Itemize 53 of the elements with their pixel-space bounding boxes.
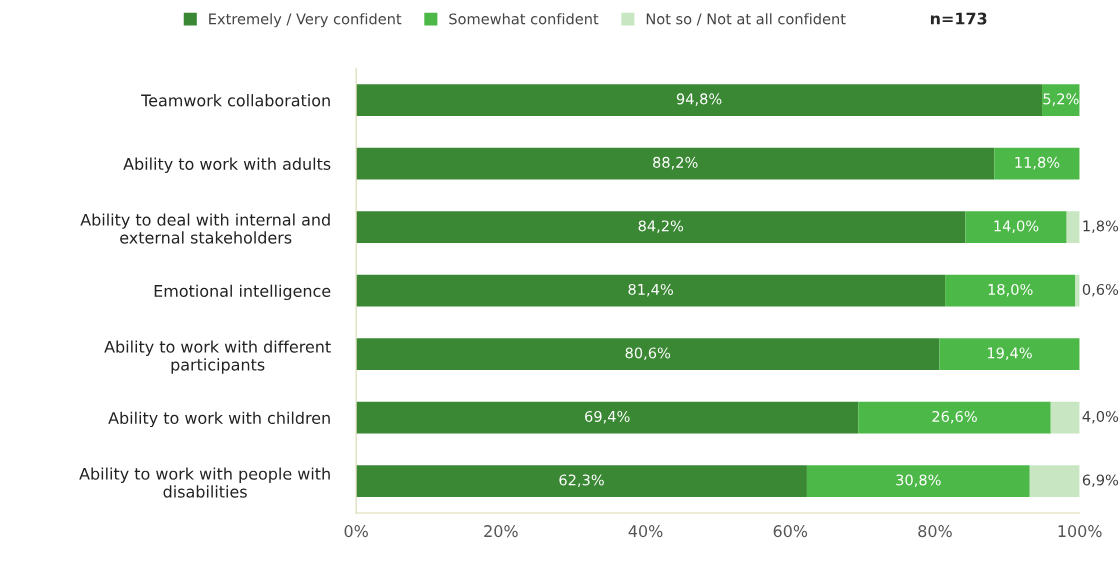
bar (1066, 211, 1080, 244)
y-tick-label: Ability to work with adults (123, 157, 331, 174)
data-label: 81,4% (628, 283, 673, 297)
bar (858, 401, 1051, 434)
bar (945, 274, 1076, 307)
y-tick-label: Ability to work with people with disabilities (79, 467, 330, 498)
bar (1050, 401, 1080, 434)
data-label: 5,2% (1043, 93, 1079, 106)
data-label: 84,2% (638, 220, 684, 233)
x-tick-label: 80% (918, 525, 952, 538)
data-label: 80,6% (625, 347, 671, 360)
y-tick-label: Ability to work with children (108, 411, 330, 428)
bar (1075, 274, 1080, 307)
data-label: 6,9% (1082, 474, 1119, 487)
bar (356, 147, 995, 180)
y-tick-label: Ability to deal with internal and external stakeholders (80, 213, 330, 244)
legend-label: Not so / Not at all confident (646, 13, 846, 26)
x-tick-label: 100% (1058, 525, 1102, 538)
data-label: 30,8% (896, 474, 941, 487)
legend-label: Somewhat confident (449, 13, 599, 25)
data-label: 19,4% (987, 347, 1032, 360)
text: n=173 (930, 12, 987, 25)
x-tick-label: 20% (484, 525, 518, 538)
legend-label: Extremely / Very confident (209, 13, 402, 28)
data-label: 26,6% (932, 410, 977, 424)
bar (356, 465, 807, 498)
bar (965, 211, 1067, 244)
data-label: 94,8% (676, 93, 722, 106)
data-label: 88,2% (653, 156, 698, 170)
data-label: 4,0% (1082, 410, 1119, 424)
y-tick-label: Ability to work with different participants (104, 340, 331, 374)
data-label: 69,4% (585, 410, 630, 424)
bar (1042, 84, 1080, 117)
bar (356, 211, 966, 244)
bar (356, 84, 1043, 117)
bar (939, 338, 1080, 371)
bar (356, 401, 859, 434)
data-label: 11,8% (1015, 156, 1060, 170)
data-label: 0,6% (1082, 283, 1119, 297)
x-tick-label: 0% (344, 525, 368, 538)
y-tick-label: Teamwork collaboration (141, 94, 330, 107)
data-label: 14,0% (994, 220, 1039, 233)
x-tick-label: 60% (773, 525, 808, 538)
x-tick-label: 40% (628, 525, 663, 538)
bar (806, 465, 1030, 498)
bar (356, 274, 946, 307)
bar (356, 338, 940, 371)
bar (994, 147, 1080, 180)
bar (1029, 465, 1080, 498)
data-label: 62,3% (559, 474, 604, 487)
data-label: 18,0% (988, 283, 1033, 297)
y-tick-label: Emotional intelligence (154, 284, 331, 301)
data-label: 1,8% (1083, 220, 1119, 233)
